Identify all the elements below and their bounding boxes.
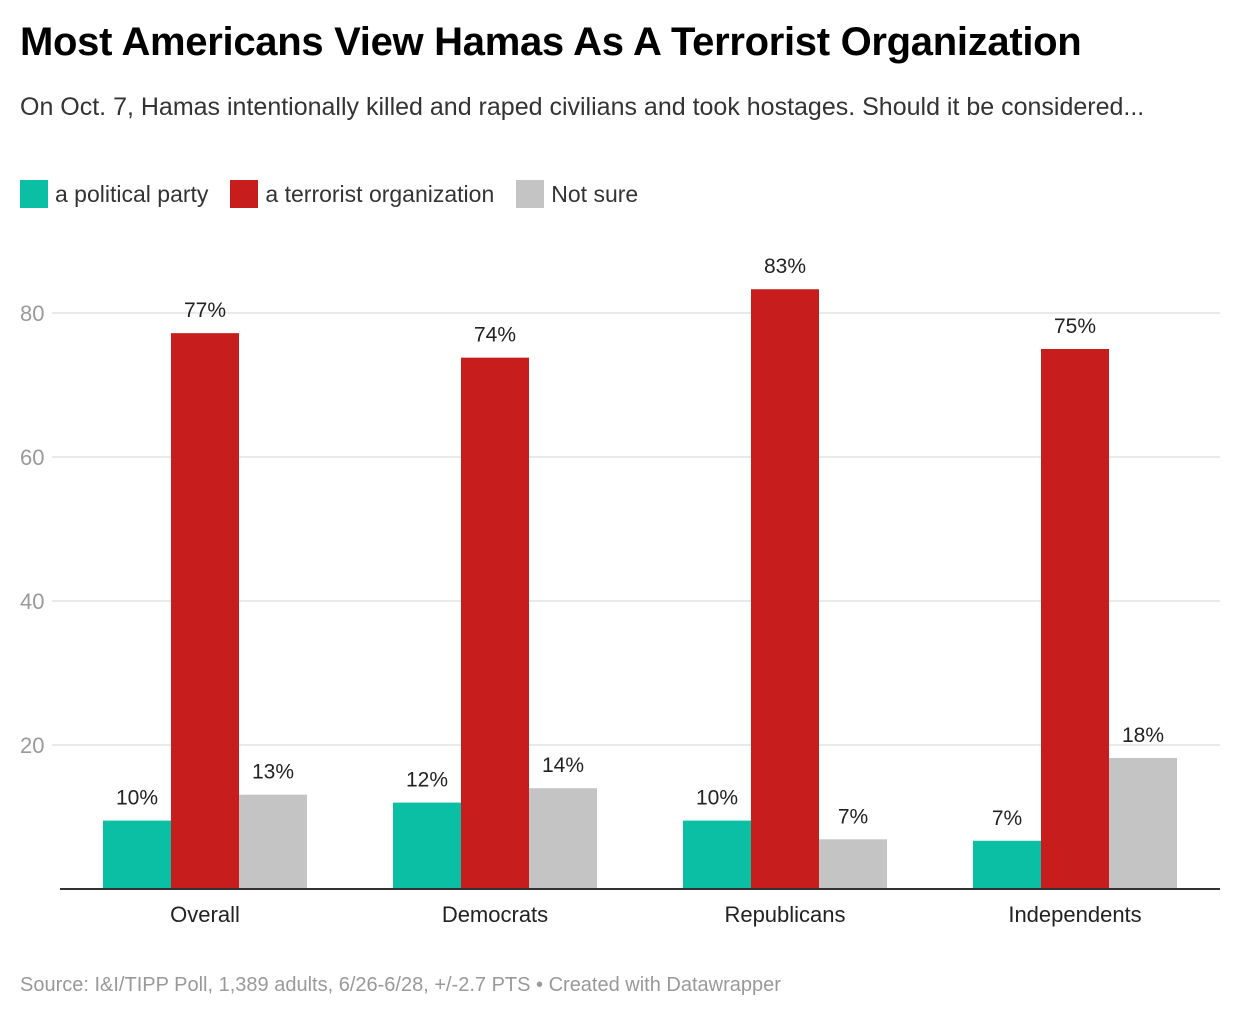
y-tick-label: 20 [20, 733, 44, 758]
data-label: 13% [252, 761, 294, 784]
legend-item-terrorist-organization: a terrorist organization [230, 180, 494, 208]
bar-a-political-party-independents [973, 840, 1041, 889]
data-label: 10% [696, 787, 738, 810]
data-label: 12% [406, 769, 448, 792]
legend-item-political-party: a political party [20, 180, 208, 208]
x-tick-label: Independents [1008, 902, 1141, 927]
data-label: 75% [1054, 315, 1096, 338]
x-tick-label: Overall [170, 902, 240, 927]
data-label: 14% [542, 754, 584, 777]
bar-a-political-party-overall [103, 820, 171, 889]
bar-not-sure-democrats [529, 788, 597, 889]
legend-item-not-sure: Not sure [516, 180, 638, 208]
bar-a-terrorist-organization-independents [1041, 349, 1109, 889]
source-note: Source: I&I/TIPP Poll, 1,389 adults, 6/2… [20, 974, 781, 996]
bar-not-sure-independents [1109, 757, 1177, 889]
legend-label-terrorist-organization: a terrorist organization [265, 180, 495, 207]
y-tick-label: 80 [20, 301, 44, 326]
data-label: 77% [184, 299, 226, 322]
legend-label-political-party: a political party [55, 180, 209, 207]
bar-a-terrorist-organization-republicans [751, 289, 819, 889]
data-label: 7% [992, 807, 1022, 830]
data-label: 10% [116, 787, 158, 810]
bar-not-sure-overall [239, 794, 307, 889]
x-tick-label: Democrats [442, 902, 548, 927]
data-label: 74% [474, 324, 516, 347]
legend-label-not-sure: Not sure [551, 180, 639, 207]
legend: a political party a terrorist organizati… [20, 180, 660, 208]
chart-subtitle: On Oct. 7, Hamas intentionally killed an… [20, 93, 1145, 121]
bar-a-political-party-republicans [683, 820, 751, 889]
chart-title: Most Americans View Hamas As A Terrorist… [20, 20, 1082, 64]
data-label: 18% [1122, 724, 1164, 747]
data-label: 83% [764, 255, 806, 278]
x-tick-label: Republicans [724, 902, 845, 927]
y-tick-label: 40 [20, 589, 44, 614]
legend-swatch-terrorist-organization [230, 180, 259, 208]
bar-a-terrorist-organization-overall [171, 333, 239, 889]
bar-a-political-party-democrats [393, 802, 461, 889]
bar-a-terrorist-organization-democrats [461, 357, 529, 889]
bar-not-sure-republicans [819, 839, 887, 889]
y-tick-label: 60 [20, 445, 44, 470]
data-label: 7% [838, 805, 868, 828]
legend-swatch-not-sure [516, 180, 545, 208]
legend-swatch-political-party [20, 180, 48, 208]
